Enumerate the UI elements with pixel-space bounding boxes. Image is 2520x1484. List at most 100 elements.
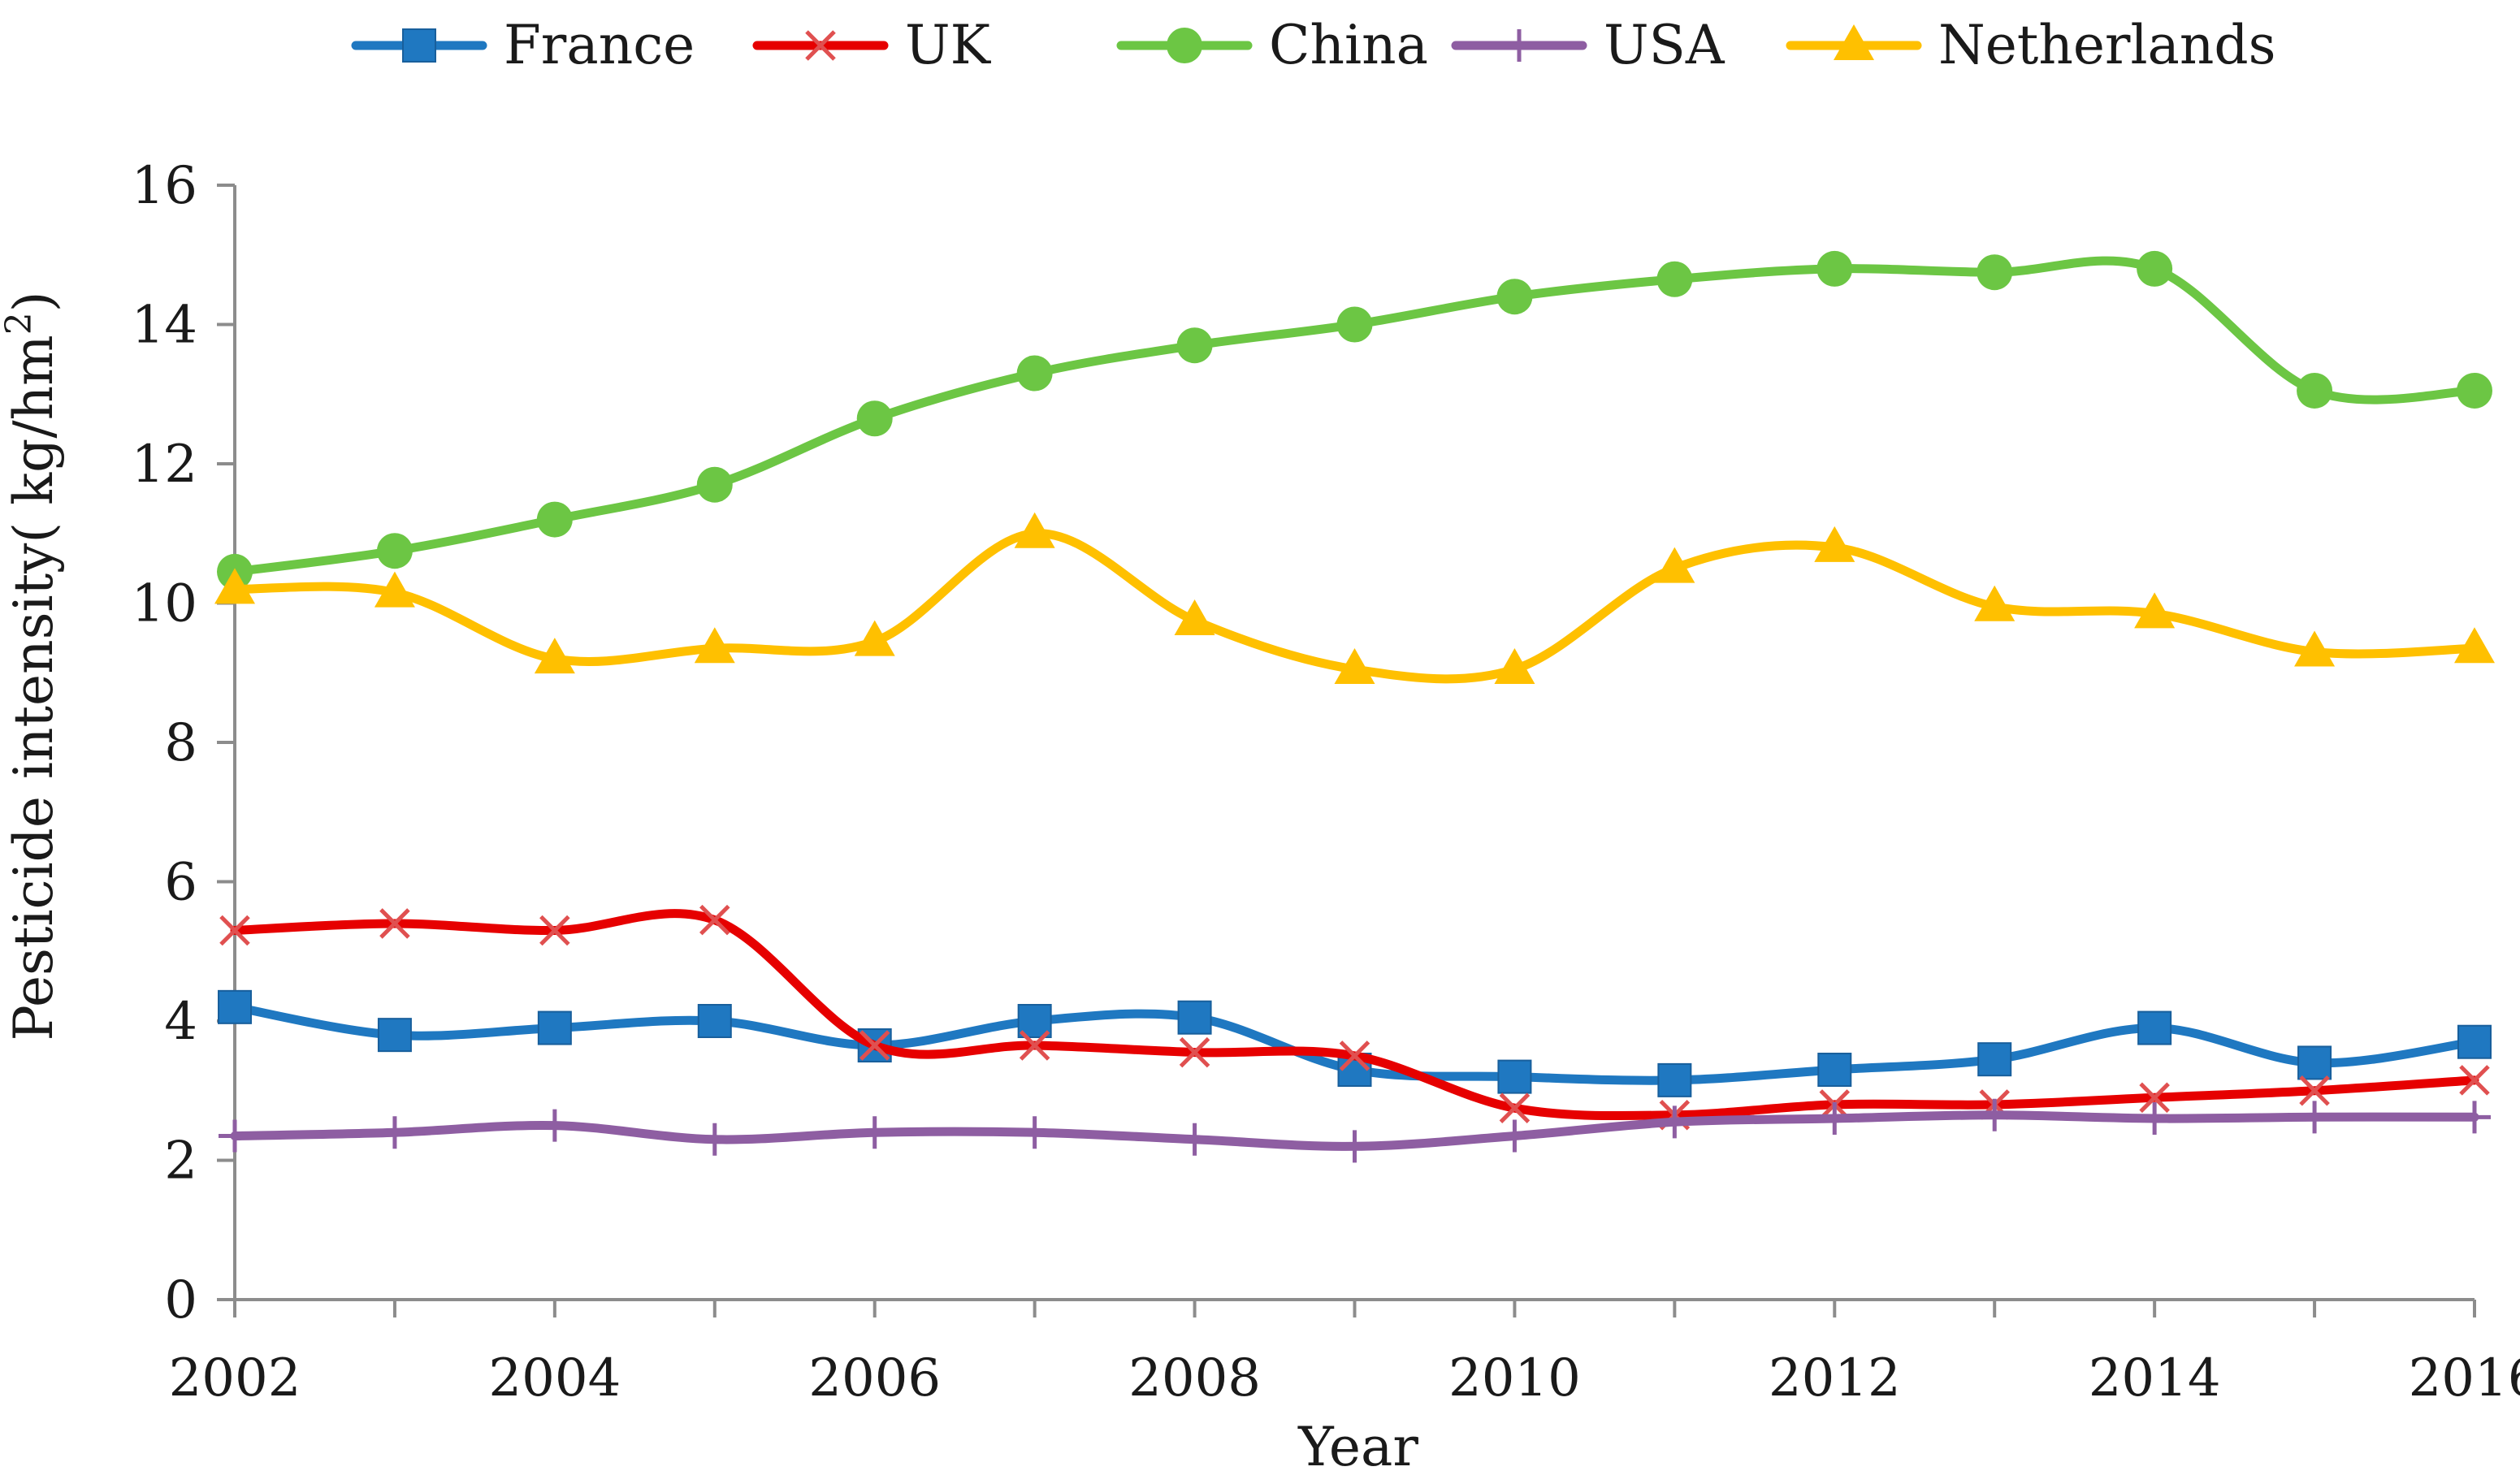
data-point-france [697,1004,732,1038]
y-axis-title-main: Pesticide intensity( kg/hm [2,335,65,1041]
x-tick-label: 2012 [1769,1348,1901,1408]
y-tick-label: 8 [164,713,197,773]
series-usa [219,1098,2491,1163]
data-point-usa [2138,1102,2171,1136]
y-tick-label: 2 [164,1131,197,1192]
legend-marker-china [1167,28,1202,63]
data-point-uk [699,904,730,936]
data-point-netherlands [2454,627,2495,664]
data-point-netherlands [1814,526,1855,562]
data-point-china [376,533,413,569]
y-tick-label: 6 [164,853,197,913]
data-point-usa [1658,1105,1691,1139]
legend-marker-netherlands [1834,24,1874,60]
data-point-netherlands [534,638,575,674]
data-point-netherlands [694,627,735,664]
x-tick-label: 2006 [808,1348,941,1408]
x-tick-label: 2016 [2409,1348,2520,1408]
data-point-france [1497,1059,1532,1094]
data-point-netherlands [1654,547,1695,583]
data-point-netherlands [1334,647,1375,684]
data-point-netherlands [1494,647,1535,684]
data-point-usa [858,1116,891,1149]
axes: 0 2 4 6 8 10 12 14 16 2002 2004 2006 2008 2010 2012 201… [132,156,2520,1408]
legend-item-china: China [1116,14,1428,76]
data-point-uk [539,915,570,946]
legend-label: France [504,14,695,76]
x-tick-label: 2004 [488,1348,621,1408]
legend-label: USA [1604,14,1725,76]
legend: France UK China USA Netherlands [351,14,2276,76]
data-point-china [696,466,733,503]
data-point-netherlands [854,620,895,656]
y-tick-label: 0 [164,1270,197,1330]
data-point-china [1336,306,1373,343]
data-point-uk [1339,1041,1370,1071]
series-netherlands [214,512,2495,684]
legend-label: China [1269,14,1428,76]
data-point-usa [2298,1101,2332,1134]
data-point-uk [2139,1082,2170,1114]
data-point-usa [378,1116,411,1149]
data-point-france [1657,1062,1692,1097]
data-point-netherlands [374,571,415,608]
data-point-uk [219,915,250,946]
data-point-china [2297,372,2333,409]
legend-marker-france [402,28,436,63]
data-point-usa [698,1123,731,1156]
data-point-china [1977,254,2013,291]
data-point-china [1016,355,1053,392]
data-point-china [1176,327,1213,364]
x-tick-label: 2002 [169,1348,301,1408]
data-point-netherlands [2294,630,2336,667]
data-point-uk [1499,1092,1531,1123]
data-point-netherlands [1174,599,1215,635]
y-axis-title: Pesticide intensity( kg/hm2) [0,292,65,1041]
y-tick-label: 14 [132,296,197,356]
data-point-france [1177,1000,1212,1035]
series-layer [214,250,2495,1163]
data-point-france [2457,1024,2492,1059]
data-point-usa [2458,1101,2491,1134]
legend-item-france: France [351,14,695,76]
data-point-china [856,400,893,437]
data-point-france [1977,1042,2012,1077]
data-point-france [1817,1053,1852,1088]
data-point-uk [2299,1075,2330,1106]
data-point-france [218,989,252,1024]
legend-marker-usa [1503,29,1535,62]
data-point-usa [1978,1098,2011,1131]
y-axis-title-close: ) [2,292,65,313]
data-point-france [537,1010,572,1045]
legend-item-usa: USA [1451,14,1725,76]
data-point-uk [859,1030,890,1061]
data-point-uk [379,908,410,939]
x-axis-title: Year [1297,1416,1418,1478]
series-china [217,250,2492,590]
data-point-china [536,501,573,538]
data-point-china [2137,250,2173,287]
data-point-france [2297,1045,2332,1080]
data-point-usa [538,1109,571,1142]
data-point-france [377,1018,412,1053]
legend-label: UK [905,14,992,76]
x-tick-label: 2014 [2089,1348,2221,1408]
legend-marker-uk [805,30,836,61]
data-point-china [1656,261,1693,297]
y-axis-title-superscript: 2 [0,312,40,335]
data-point-uk [1019,1030,1050,1061]
x-tick-label: 2010 [1448,1348,1581,1408]
x-tick-label: 2008 [1128,1348,1261,1408]
data-point-usa [1498,1119,1531,1153]
y-tick-label: 4 [164,992,197,1052]
data-point-uk [1179,1036,1210,1068]
data-point-usa [219,1119,251,1153]
data-point-usa [1338,1130,1371,1163]
y-tick-label: 16 [132,156,197,216]
data-point-usa [1818,1102,1851,1136]
legend-item-netherlands: Netherlands [1786,14,2276,76]
data-point-usa [1178,1123,1211,1156]
data-point-netherlands [2134,592,2176,629]
data-point-uk [2459,1065,2490,1096]
